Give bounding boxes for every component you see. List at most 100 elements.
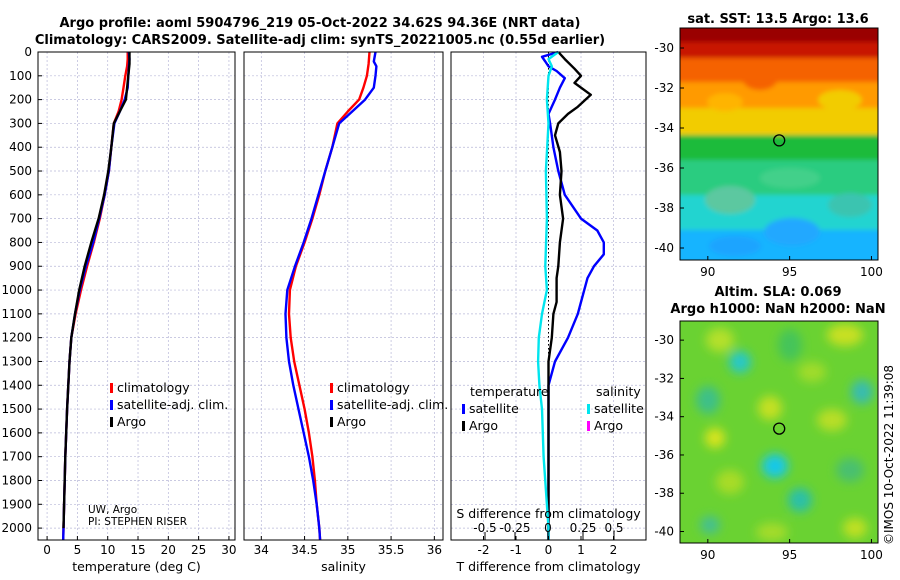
sst-lon-label: 95 <box>782 265 797 279</box>
salinity-panel: 34 34.5 35 35.5 36 salinity climatology satelli… <box>243 51 448 574</box>
difference-series-s-satellite <box>536 51 560 540</box>
temperature-ytick-label: 200 <box>9 93 32 107</box>
difference-series-t-satellite <box>540 50 605 540</box>
difference-stick-label: -0.25 <box>499 521 530 535</box>
sla-map-title-line1: Altim. SLA: 0.069 <box>715 285 842 300</box>
temperature-ytick-label: 300 <box>9 116 32 130</box>
difference-stick-label: 0 <box>544 521 552 535</box>
temperature-ytick-label: 1900 <box>1 497 32 511</box>
sst-lat-label: -38 <box>654 201 674 215</box>
difference-stick-label: 0.5 <box>604 521 623 535</box>
salinity-legend-swatch <box>330 417 333 427</box>
difference-panel: -2 -1 0 1 2 T difference from climatology temp… <box>450 50 647 574</box>
legend-s-label: satellite <box>594 401 644 416</box>
temperature-xtick-label: 20 <box>161 543 176 557</box>
sla-lat-label: -30 <box>654 333 674 347</box>
temperature-legend-swatch <box>110 400 113 410</box>
sla-field <box>680 321 878 543</box>
temperature-legend-swatch <box>110 417 113 427</box>
salinity-legend-swatch <box>330 383 333 393</box>
temperature-ytick-label: 500 <box>9 164 32 178</box>
credit-line1: UW, Argo <box>88 504 137 516</box>
sst-lon-label: 90 <box>700 265 715 279</box>
difference-xlabel: T difference from climatology <box>455 559 641 574</box>
sla-lat-label: -38 <box>654 486 674 500</box>
difference-stick-label: 0.25 <box>570 521 597 535</box>
temperature-ytick-label: 400 <box>9 140 32 154</box>
temperature-xtick-label: 0 <box>43 543 51 557</box>
salinity-xtick-label: 34.5 <box>291 543 318 557</box>
sla-lat-label: -32 <box>654 371 674 385</box>
temperature-legend-label: climatology <box>117 380 190 395</box>
legend-t-title: temperature <box>470 384 549 399</box>
temperature-ytick-label: 1600 <box>1 426 32 440</box>
sst-argo-location-marker <box>773 134 786 147</box>
temperature-grid <box>38 51 235 540</box>
salinity-legend-swatch <box>330 400 333 410</box>
salinity-series-climatology <box>287 51 371 541</box>
temperature-series-argo <box>62 52 131 529</box>
legend-s-swatch <box>587 421 590 431</box>
temperature-frame <box>37 51 236 541</box>
temperature-ytick-label: 1100 <box>1 307 32 321</box>
temperature-ytick-label: 1000 <box>1 283 32 297</box>
credit-line2: PI: STEPHEN RISER <box>88 516 187 528</box>
imos-timestamp-watermark: ©IMOS 10-Oct-2022 11:39:08 <box>882 365 896 545</box>
difference-xtick-label: -1 <box>510 543 522 557</box>
sst-field <box>680 28 878 260</box>
temperature-ytick-label: 2000 <box>1 521 32 535</box>
sst-map: sat. SST: 13.5 Argo: 13.6 <box>654 12 883 279</box>
sst-lat-label: -32 <box>654 81 674 95</box>
figure-title-line2: Climatology: CARS2009. Satellite-adj cli… <box>35 33 605 48</box>
temperature-ytick-label: 700 <box>9 212 32 226</box>
sla-lat-label: -36 <box>654 448 674 462</box>
difference-xtick-label: -2 <box>478 543 490 557</box>
temperature-ytick-label: 1500 <box>1 402 32 416</box>
salinity-legend-label: climatology <box>337 380 410 395</box>
sst-lat-label: -30 <box>654 41 674 55</box>
temperature-legend-label: satellite-adj. clim. <box>117 397 228 412</box>
difference-xtick-label: 0 <box>545 543 553 557</box>
temperature-ytick-label: 0 <box>24 45 32 59</box>
temperature-ytick-label: 1200 <box>1 331 32 345</box>
sst-lat-label: -40 <box>654 241 674 255</box>
temperature-ytick-label: 900 <box>9 259 32 273</box>
sla-argo-location-marker <box>773 422 786 435</box>
temperature-xtick-label: 25 <box>191 543 206 557</box>
salinity-xtick-label: 35 <box>340 543 355 557</box>
sst-lon-label: 100 <box>860 265 883 279</box>
temperature-ytick-label: 1400 <box>1 378 32 392</box>
sla-lon-label: 100 <box>860 548 883 562</box>
salinity-xtick-label: 35.5 <box>378 543 405 557</box>
sst-lat-label: -34 <box>654 121 674 135</box>
sla-map-title-line2: Argo h1000: NaN h2000: NaN <box>670 302 885 317</box>
sla-lon-label: 90 <box>700 548 715 562</box>
temperature-ytick-label: 600 <box>9 188 32 202</box>
legend-t-label: satellite <box>469 401 519 416</box>
temperature-ytick-label: 1800 <box>1 473 32 487</box>
temperature-legend-swatch <box>110 383 113 393</box>
legend-s-label: Argo <box>594 418 623 433</box>
difference-xlabel-top: S difference from climatology <box>456 506 641 521</box>
temperature-panel: 0 5 10 15 20 25 30 temperature (deg C) 0 100 200 30… <box>1 45 236 574</box>
legend-t-swatch <box>462 421 465 431</box>
salinity-series-satellite-adj-clim- <box>284 51 378 541</box>
salinity-legend-label: satellite-adj. clim. <box>337 397 448 412</box>
sla-lat-label: -34 <box>654 410 674 424</box>
legend-s-title: salinity <box>596 384 641 399</box>
temperature-xtick-label: 15 <box>130 543 145 557</box>
salinity-frame <box>243 51 444 541</box>
legend-s-swatch <box>587 404 590 414</box>
difference-series-t-argo <box>547 51 592 540</box>
sla-map: Altim. SLA: 0.069 Argo h1000: NaN h2000:… <box>654 285 885 562</box>
sla-lon-label: 95 <box>782 548 797 562</box>
difference-stick-label: -0.5 <box>473 521 496 535</box>
figure-title-line1: Argo profile: aoml 5904796_219 05-Oct-20… <box>60 16 581 31</box>
temperature-series-climatology <box>62 52 129 541</box>
sla-lat-label: -40 <box>654 525 674 539</box>
temperature-series-satellite-adj-clim- <box>62 51 131 541</box>
temperature-xlabel: temperature (deg C) <box>72 559 201 574</box>
temperature-xtick-label: 10 <box>100 543 115 557</box>
temperature-ytick-label: 100 <box>9 69 32 83</box>
